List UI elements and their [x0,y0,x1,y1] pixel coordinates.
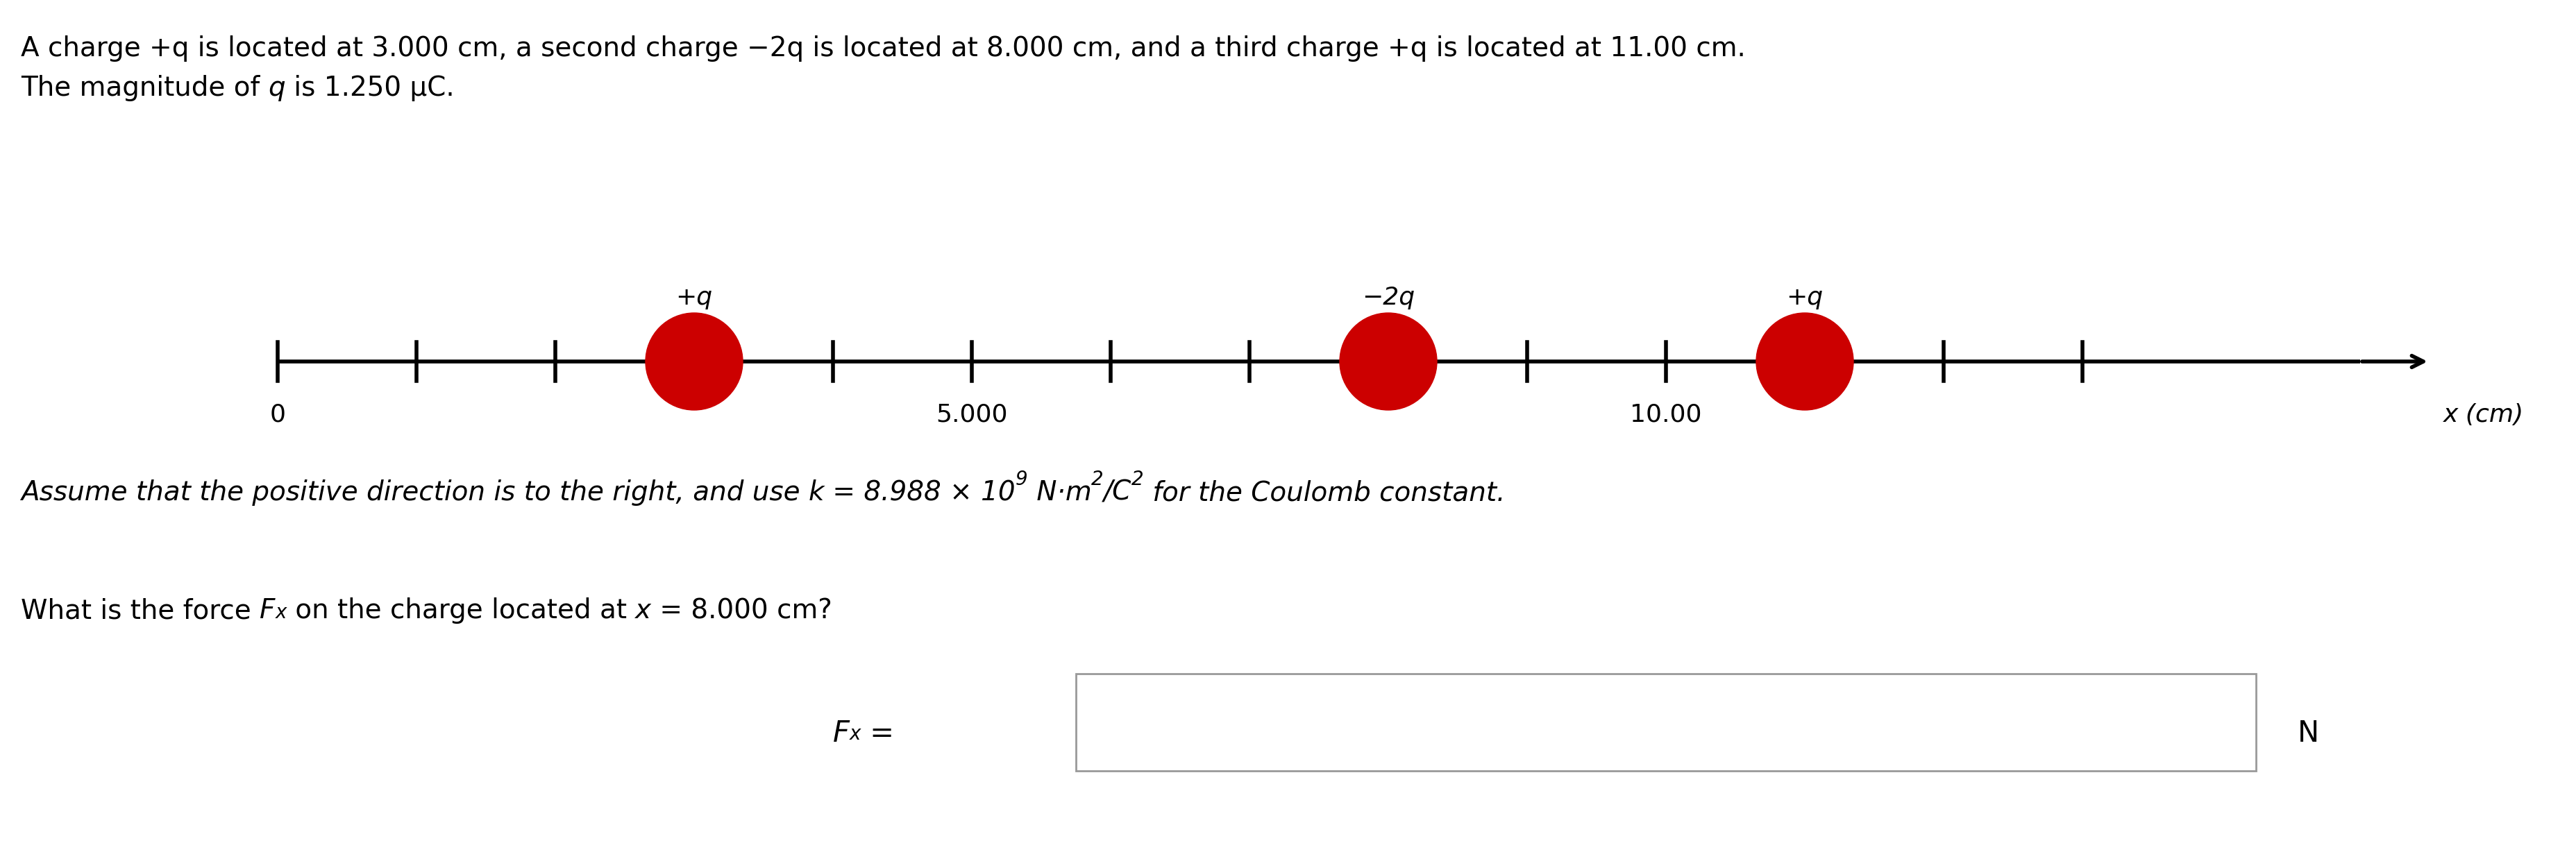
Circle shape [647,313,742,410]
Text: Assume that the positive direction is to the right, and use: Assume that the positive direction is to… [21,479,809,506]
Text: +q: +q [1785,286,1824,310]
Text: F: F [832,719,850,748]
Text: x: x [276,603,286,622]
Text: What is the force: What is the force [21,597,260,624]
Circle shape [1757,313,1852,410]
Text: 10.00: 10.00 [1631,403,1700,427]
Text: on the charge located at: on the charge located at [286,597,636,624]
Text: F: F [260,597,276,624]
Text: x: x [850,725,860,744]
Text: 2: 2 [1131,470,1144,490]
Circle shape [1340,313,1437,410]
Text: = 8.000 cm?: = 8.000 cm? [652,597,832,624]
Text: 5.000: 5.000 [935,403,1007,427]
Text: 9: 9 [1015,470,1028,490]
Text: q: q [268,75,286,102]
Text: 0: 0 [270,403,286,427]
Text: k: k [809,479,824,506]
Text: = 8.988 × 10: = 8.988 × 10 [824,479,1015,506]
Text: N·m: N·m [1028,479,1092,506]
Bar [1077,674,2257,771]
Text: =: = [860,719,894,748]
Text: x: x [636,597,652,624]
Text: 2: 2 [1092,470,1103,490]
Text: −2q: −2q [1363,286,1414,310]
Text: A charge +q is located at 3.000 cm, a second charge −2q is located at 8.000 cm, : A charge +q is located at 3.000 cm, a se… [21,36,1744,62]
Text: The magnitude of: The magnitude of [21,75,268,102]
Text: for the Coulomb constant.: for the Coulomb constant. [1144,479,1504,506]
Text: x (cm): x (cm) [2442,403,2524,427]
Text: N: N [2298,719,2318,748]
Text: /C: /C [1103,479,1131,506]
Text: is 1.250 μC.: is 1.250 μC. [286,75,453,102]
Text: +q: +q [675,286,714,310]
